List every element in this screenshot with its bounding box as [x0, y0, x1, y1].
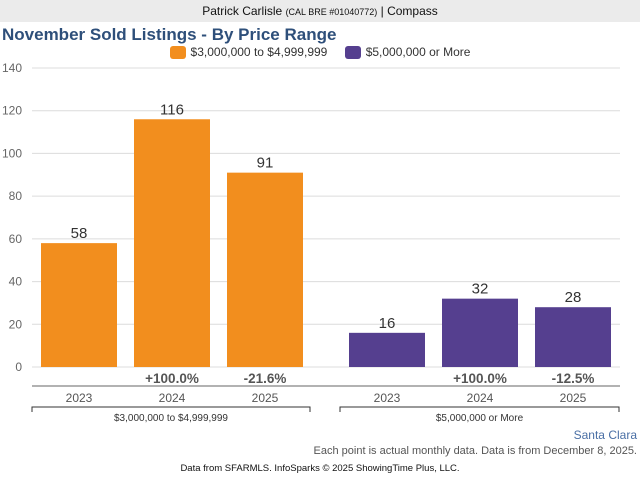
legend-label: $3,000,000 to $4,999,999 [190, 45, 328, 59]
y-tick-label: 100 [2, 146, 22, 160]
y-tick-label: 120 [2, 104, 22, 118]
legend: $3,000,000 to $4,999,999 $5,000,000 or M… [0, 45, 640, 62]
x-tick-label: 2023 [374, 391, 401, 405]
x-tick-label: 2024 [467, 391, 494, 405]
group-bracket [339, 406, 620, 412]
legend-item-group-0[interactable]: $3,000,000 to $4,999,999 [169, 45, 328, 59]
change-label: +100.0% [145, 371, 199, 386]
legend-swatch [344, 45, 361, 59]
data-label: 58 [71, 225, 88, 242]
bar [227, 172, 303, 367]
bar [535, 307, 611, 367]
data-label: 28 [565, 289, 582, 306]
y-tick-label: 40 [9, 275, 23, 289]
group-label: $5,000,000 or More [436, 413, 524, 424]
region-label[interactable]: Santa Clara [573, 428, 637, 442]
y-tick-label: 20 [9, 317, 23, 331]
data-label: 16 [379, 315, 396, 332]
data-label: 91 [257, 155, 274, 172]
chart-title: November Sold Listings - By Price Range [2, 25, 337, 44]
x-tick-label: 2025 [560, 391, 587, 405]
bar [134, 119, 210, 367]
group-bracket [31, 406, 311, 412]
brokerage: | Compass [380, 4, 438, 18]
data-label: 32 [472, 281, 489, 298]
y-tick-label: 140 [2, 61, 22, 75]
license-number: (CAL BRE #01040772) [285, 7, 378, 17]
bar [349, 332, 425, 367]
change-label: +100.0% [453, 371, 507, 386]
data-note: Each point is actual monthly data. Data … [313, 445, 637, 457]
data-label: 116 [160, 101, 184, 118]
data-credit: Data from SFARMLS. InfoSparks © 2025 Sho… [180, 463, 460, 474]
legend-item-group-1[interactable]: $5,000,000 or More [344, 45, 471, 59]
group-label: $3,000,000 to $4,999,999 [114, 413, 228, 424]
change-label: -12.5% [552, 371, 595, 386]
legend-label: $5,000,000 or More [365, 45, 471, 59]
legend-swatch [169, 45, 186, 59]
x-tick-label: 2023 [66, 391, 93, 405]
x-tick-label: 2024 [159, 391, 186, 405]
change-label: -21.6% [244, 371, 287, 386]
bar [41, 243, 117, 367]
agent-header: Patrick Carlisle (CAL BRE #01040772) | C… [0, 0, 640, 22]
y-tick-label: 80 [9, 189, 23, 203]
agent-name: Patrick Carlisle [202, 4, 283, 18]
x-tick-label: 2025 [252, 391, 279, 405]
y-tick-label: 60 [9, 232, 23, 246]
bar [442, 298, 518, 367]
y-tick-label: 0 [15, 360, 22, 374]
